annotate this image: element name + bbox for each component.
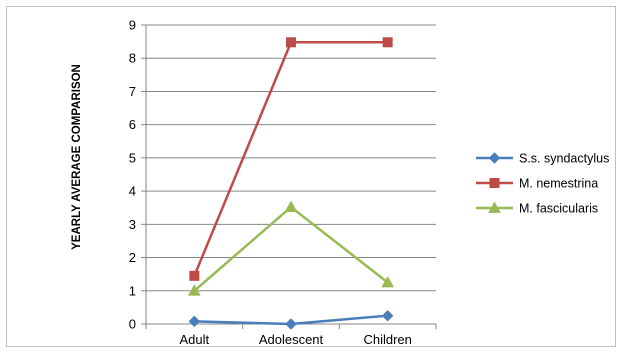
series-line <box>193 41 388 277</box>
y-tick-label: 6 <box>129 117 136 132</box>
legend-marker <box>488 152 501 164</box>
y-tick-label: 2 <box>129 250 136 265</box>
axes: 0 1 2 3 4 5 6 7 8 9 Adult Adolescent Children <box>129 18 437 347</box>
legend-marker <box>489 178 500 188</box>
legend-marker <box>488 201 501 213</box>
data-point <box>285 318 297 330</box>
data-point <box>284 200 298 212</box>
legend-label: M. nemestrina <box>519 177 598 191</box>
legend-item: M. fascicularis <box>476 201 598 216</box>
series-group <box>187 200 395 296</box>
legend-item: S.s. syndactylus <box>476 152 609 166</box>
chart-frame <box>6 6 616 347</box>
y-tick-label: 0 <box>129 317 136 332</box>
y-tick-label: 7 <box>129 84 136 99</box>
data-point <box>382 37 393 48</box>
data-point <box>189 270 200 281</box>
legend: S.s. syndactylus M. nemestrina M. fascicul… <box>476 152 609 216</box>
series-line <box>193 205 389 292</box>
data-point <box>381 275 395 288</box>
x-tick-label: Children <box>363 332 411 347</box>
y-tick-label: 9 <box>129 18 136 33</box>
legend-label: M. fascicularis <box>519 202 598 216</box>
y-axis-title: YEARLY AVERAGE COMPARISON <box>71 64 83 250</box>
y-tick-label: 3 <box>129 217 136 232</box>
grid-lines <box>146 24 436 292</box>
data-point <box>187 284 201 296</box>
series-lines <box>187 37 395 330</box>
series-group <box>189 37 393 281</box>
data-point <box>286 37 296 48</box>
x-tick-label: Adolescent <box>259 332 324 347</box>
y-tick-label: 4 <box>129 184 136 199</box>
y-tick-label: 1 <box>129 283 136 298</box>
x-tick-label: Adult <box>180 332 210 347</box>
data-point <box>188 315 201 328</box>
series-group <box>188 309 394 330</box>
y-tick-label: 8 <box>129 51 136 66</box>
y-tick-label: 5 <box>129 150 136 165</box>
legend-item: M. nemestrina <box>476 177 598 191</box>
data-point <box>381 309 394 322</box>
legend-label: S.s. syndactylus <box>519 152 609 166</box>
